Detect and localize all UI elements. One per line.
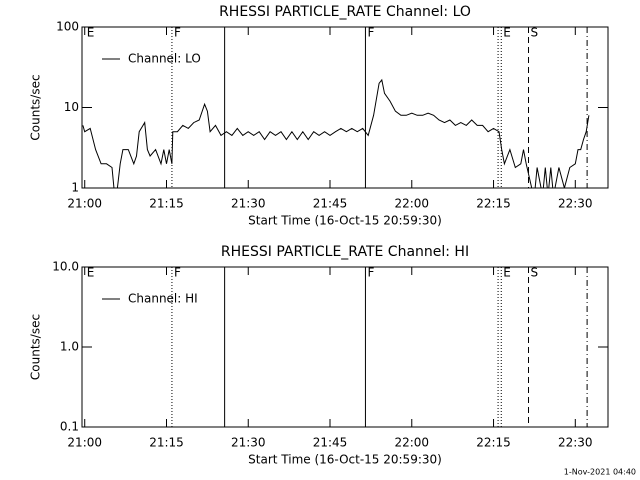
legend-label: Channel: HI bbox=[128, 292, 198, 306]
y-tick-label: 1.0 bbox=[60, 340, 79, 354]
event-label: E bbox=[503, 26, 511, 40]
x-tick-label: 21:30 bbox=[231, 436, 266, 450]
x-tick-label: 21:45 bbox=[313, 436, 348, 450]
timestamp: 1-Nov-2021 04:40 bbox=[564, 468, 636, 477]
y-tick-label: 100 bbox=[56, 20, 79, 34]
event-label: F bbox=[174, 26, 181, 40]
x-tick-label: 22:30 bbox=[558, 436, 593, 450]
x-axis-label: Start Time (16-Oct-15 20:59:30) bbox=[248, 453, 442, 467]
x-tick-label: 22:15 bbox=[476, 436, 511, 450]
event-label: S bbox=[531, 26, 539, 40]
x-tick-label: 21:15 bbox=[149, 436, 184, 450]
x-tick-label: 21:30 bbox=[231, 197, 266, 211]
y-tick-label: 0.1 bbox=[60, 420, 79, 434]
event-label: F bbox=[367, 26, 374, 40]
event-label: F bbox=[174, 266, 181, 280]
x-tick-label: 21:00 bbox=[67, 197, 102, 211]
x-tick-label: 22:00 bbox=[394, 197, 429, 211]
event-label: E bbox=[87, 26, 95, 40]
x-tick-label: 21:45 bbox=[313, 197, 348, 211]
y-axis-label: Counts/sec bbox=[29, 74, 43, 140]
chart-title: RHESSI PARTICLE_RATE Channel: HI bbox=[221, 244, 469, 260]
data-line bbox=[82, 78, 590, 188]
event-label: E bbox=[503, 266, 511, 280]
x-tick-label: 21:15 bbox=[149, 197, 184, 211]
y-tick-label: 1 bbox=[71, 181, 79, 195]
x-tick-label: 22:00 bbox=[394, 436, 429, 450]
plot-frame bbox=[81, 266, 609, 428]
chart-title: RHESSI PARTICLE_RATE Channel: LO bbox=[219, 4, 471, 20]
event-label: S bbox=[531, 266, 539, 280]
event-label: E bbox=[87, 266, 95, 280]
y-tick-label: 10.0 bbox=[52, 260, 79, 274]
x-axis-label: Start Time (16-Oct-15 20:59:30) bbox=[248, 214, 442, 228]
legend-label: Channel: LO bbox=[128, 52, 201, 66]
y-tick-label: 10 bbox=[64, 100, 79, 114]
event-label: F bbox=[367, 266, 374, 280]
x-tick-label: 22:30 bbox=[558, 197, 593, 211]
plot-frame bbox=[81, 26, 609, 189]
x-tick-label: 22:15 bbox=[476, 197, 511, 211]
y-axis-label: Counts/sec bbox=[29, 314, 43, 380]
x-tick-label: 21:00 bbox=[67, 436, 102, 450]
